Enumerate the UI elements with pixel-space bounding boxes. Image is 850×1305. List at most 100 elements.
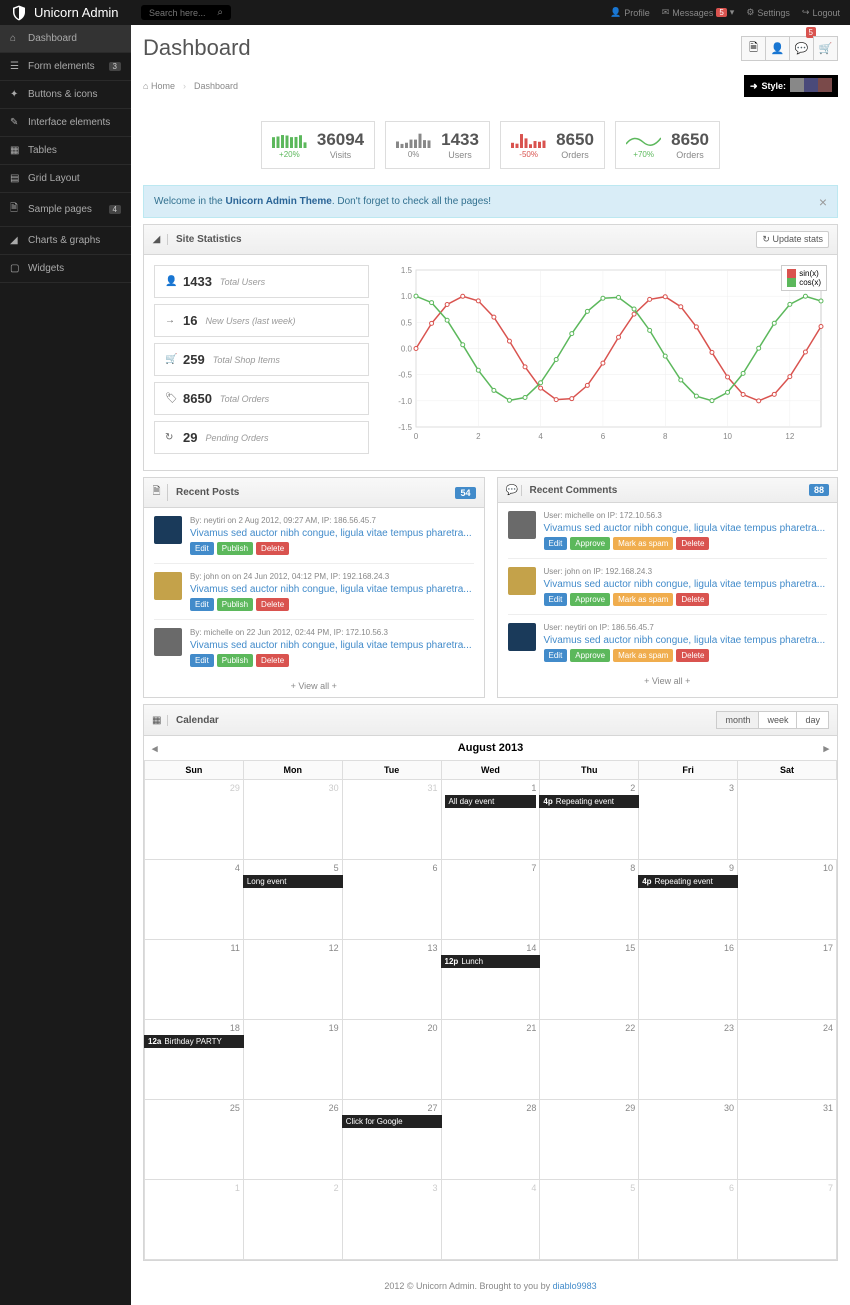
header-user-btn[interactable]: 👤 — [765, 36, 790, 61]
logo[interactable]: Unicorn Admin — [10, 4, 131, 22]
cal-next[interactable]: ▸ — [823, 742, 829, 755]
cal-cell[interactable]: 27Click for Google — [342, 1100, 441, 1180]
sidebar-item[interactable]: ☰Form elements3 — [0, 53, 131, 81]
cal-cell[interactable]: 26 — [243, 1100, 342, 1180]
settings-link[interactable]: ⚙Settings — [746, 7, 790, 18]
messages-link[interactable]: ✉Messages 5 ▾ — [662, 7, 735, 18]
delete-btn[interactable]: Delete — [676, 649, 709, 662]
view-all-comments[interactable]: + View all + — [508, 670, 828, 692]
delete-btn[interactable]: Delete — [256, 598, 289, 611]
sidebar-item[interactable]: ▦Tables — [0, 137, 131, 165]
week-btn[interactable]: week — [758, 711, 797, 729]
sidebar-item[interactable]: ⌂Dashboard — [0, 25, 131, 53]
cal-cell[interactable]: 25 — [145, 1100, 244, 1180]
cal-cell[interactable]: 94pRepeating event — [639, 860, 738, 940]
header-cart-btn[interactable]: 🛒 — [813, 36, 838, 61]
day-btn[interactable]: day — [796, 711, 829, 729]
cal-cell[interactable]: 8 — [540, 860, 639, 940]
header-comment-btn[interactable]: 💬5 — [789, 36, 814, 61]
cal-cell[interactable]: 28 — [441, 1100, 540, 1180]
edit-btn[interactable]: Edit — [544, 649, 568, 662]
cal-cell[interactable]: 5Long event — [243, 860, 342, 940]
view-all-posts[interactable]: + View all + — [154, 675, 474, 697]
publish-btn[interactable]: Publish — [217, 598, 253, 611]
cal-event[interactable]: All day event — [445, 795, 537, 808]
search-icon[interactable]: ⌕ — [217, 7, 223, 18]
cal-cell[interactable]: 1412pLunch — [441, 940, 540, 1020]
post-text[interactable]: Vivamus sed auctor nibh congue, ligula v… — [190, 640, 474, 651]
sidebar-item[interactable]: 🗎Sample pages4 — [0, 193, 131, 227]
post-text[interactable]: Vivamus sed auctor nibh congue, ligula v… — [190, 584, 474, 595]
cal-cell[interactable]: 6 — [639, 1180, 738, 1260]
style-swatch[interactable] — [804, 78, 818, 92]
sidebar-item[interactable]: ◢Charts & graphs — [0, 227, 131, 255]
cal-event[interactable]: 4pRepeating event — [638, 875, 738, 888]
cal-cell[interactable]: 16 — [639, 940, 738, 1020]
breadcrumb-home[interactable]: Home — [151, 81, 175, 91]
sidebar-item[interactable]: ✦Buttons & icons — [0, 81, 131, 109]
cal-prev[interactable]: ◂ — [152, 742, 158, 755]
cal-cell[interactable]: 1All day event — [441, 780, 540, 860]
spam-btn[interactable]: Mark as spam — [613, 537, 673, 550]
style-swatch[interactable] — [790, 78, 804, 92]
search-input[interactable] — [149, 8, 209, 18]
cal-cell[interactable]: 29 — [145, 780, 244, 860]
cal-event[interactable]: 12aBirthday PARTY — [144, 1035, 244, 1048]
approve-btn[interactable]: Approve — [570, 593, 610, 606]
alert-close[interactable]: × — [819, 194, 827, 210]
cal-cell[interactable]: 11 — [145, 940, 244, 1020]
search-box[interactable]: ⌕ — [141, 5, 231, 20]
cal-cell[interactable]: 21 — [441, 1020, 540, 1100]
cal-cell[interactable]: 19 — [243, 1020, 342, 1100]
approve-btn[interactable]: Approve — [570, 537, 610, 550]
style-swatch[interactable] — [818, 78, 832, 92]
delete-btn[interactable]: Delete — [256, 654, 289, 667]
edit-btn[interactable]: Edit — [190, 598, 214, 611]
delete-btn[interactable]: Delete — [676, 593, 709, 606]
cal-cell[interactable]: 30 — [243, 780, 342, 860]
cal-cell[interactable]: 4 — [441, 1180, 540, 1260]
post-text[interactable]: Vivamus sed auctor nibh congue, ligula v… — [544, 579, 828, 590]
spam-btn[interactable]: Mark as spam — [613, 649, 673, 662]
cal-cell[interactable]: 6 — [342, 860, 441, 940]
cal-cell[interactable]: 12 — [243, 940, 342, 1020]
header-file-btn[interactable]: 🗎 — [741, 36, 766, 61]
cal-cell[interactable]: 24 — [738, 1020, 837, 1100]
cal-cell[interactable]: 23 — [639, 1020, 738, 1100]
delete-btn[interactable]: Delete — [256, 542, 289, 555]
cal-cell[interactable]: 1812aBirthday PARTY — [145, 1020, 244, 1100]
cal-cell[interactable]: 4 — [145, 860, 244, 940]
post-text[interactable]: Vivamus sed auctor nibh congue, ligula v… — [544, 523, 828, 534]
cal-cell[interactable]: 31 — [342, 780, 441, 860]
publish-btn[interactable]: Publish — [217, 654, 253, 667]
cal-cell[interactable]: 30 — [639, 1100, 738, 1180]
logout-link[interactable]: ↪Logout — [802, 7, 840, 18]
publish-btn[interactable]: Publish — [217, 542, 253, 555]
spam-btn[interactable]: Mark as spam — [613, 593, 673, 606]
update-stats-btn[interactable]: ↻ Update stats — [756, 231, 829, 248]
cal-cell[interactable]: 2 — [243, 1180, 342, 1260]
profile-link[interactable]: 👤Profile — [610, 7, 650, 18]
cal-cell[interactable]: 7 — [441, 860, 540, 940]
cal-cell[interactable]: 10 — [738, 860, 837, 940]
cal-cell[interactable]: 15 — [540, 940, 639, 1020]
cal-event[interactable]: Long event — [243, 875, 343, 888]
post-text[interactable]: Vivamus sed auctor nibh congue, ligula v… — [190, 528, 474, 539]
cal-cell[interactable]: 3 — [639, 780, 738, 860]
cal-cell[interactable]: 13 — [342, 940, 441, 1020]
cal-cell[interactable]: 20 — [342, 1020, 441, 1100]
sidebar-item[interactable]: ✎Interface elements — [0, 109, 131, 137]
cal-event[interactable]: 12pLunch — [441, 955, 541, 968]
cal-cell[interactable]: 3 — [342, 1180, 441, 1260]
footer-link[interactable]: diablo9983 — [553, 1281, 597, 1291]
cal-cell[interactable]: 5 — [540, 1180, 639, 1260]
edit-btn[interactable]: Edit — [544, 537, 568, 550]
edit-btn[interactable]: Edit — [544, 593, 568, 606]
sidebar-item[interactable]: ▢Widgets — [0, 255, 131, 283]
cal-cell[interactable]: 24pRepeating event — [540, 780, 639, 860]
delete-btn[interactable]: Delete — [676, 537, 709, 550]
cal-event[interactable]: 4pRepeating event — [539, 795, 639, 808]
cal-cell[interactable]: 29 — [540, 1100, 639, 1180]
cal-event[interactable]: Click for Google — [342, 1115, 442, 1128]
month-btn[interactable]: month — [716, 711, 759, 729]
